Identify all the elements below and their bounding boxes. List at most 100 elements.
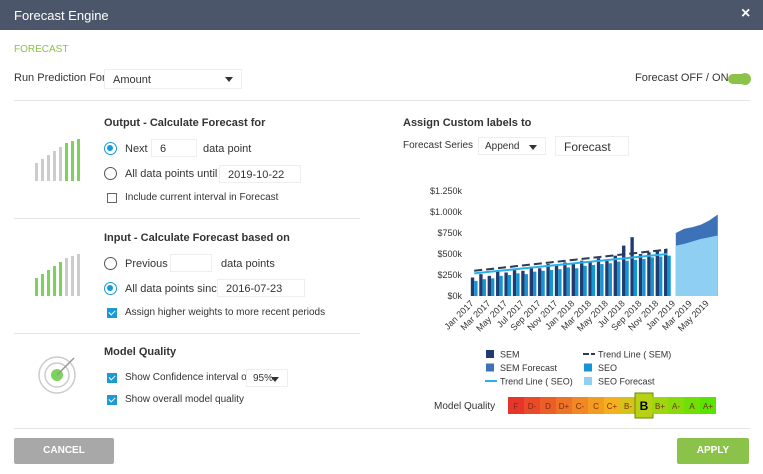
mode-dropdown[interactable]: Append — [478, 137, 546, 155]
bar — [507, 275, 512, 296]
bar — [496, 270, 500, 296]
grade-cell — [540, 397, 556, 414]
unit-label: data points — [221, 258, 275, 270]
output-title: Output - Calculate Forecast for — [104, 117, 266, 129]
checkbox[interactable] — [107, 373, 117, 383]
bar — [541, 270, 545, 296]
radio[interactable] — [104, 167, 117, 180]
y-tick-label: $1.250k — [430, 186, 463, 196]
quality-title: Model Quality — [104, 346, 177, 358]
bar — [558, 269, 562, 296]
grade-label: A- — [672, 402, 680, 411]
custom-labels-title: Assign Custom labels to — [403, 117, 532, 129]
radio[interactable] — [104, 257, 117, 270]
apply-button[interactable]: APPLY — [677, 438, 749, 464]
bar — [580, 260, 584, 296]
toggle-label: Forecast OFF / ON — [635, 72, 729, 84]
bar — [487, 275, 491, 296]
bar — [625, 260, 629, 296]
grade-label: C — [593, 402, 599, 411]
grade-cell — [620, 397, 636, 414]
grade-label: D- — [528, 402, 537, 411]
bar — [633, 259, 638, 296]
dialog-title: Forecast Engine — [14, 8, 109, 23]
grade-label: B+ — [655, 402, 665, 411]
legend-swatch — [486, 363, 494, 372]
bar — [583, 265, 587, 296]
bar — [667, 255, 671, 296]
bar — [630, 237, 634, 296]
grade-cell — [668, 397, 684, 414]
option-label: All data points since — [125, 283, 223, 295]
grade-cell — [684, 397, 700, 414]
bar — [546, 264, 550, 296]
quality-icon — [38, 356, 76, 394]
close-button[interactable]: × — [741, 5, 751, 22]
bar — [554, 265, 559, 296]
bar — [533, 271, 537, 296]
checkbox[interactable] — [107, 193, 117, 203]
bar — [521, 270, 525, 296]
bar — [605, 259, 609, 296]
grade-label: A — [689, 402, 695, 411]
cancel-button[interactable]: CANCEL — [14, 438, 114, 464]
bar — [591, 264, 596, 296]
confidence-dropdown[interactable]: 95% — [246, 369, 288, 387]
bar — [479, 274, 483, 296]
grade-label: F — [514, 402, 519, 411]
number-input[interactable] — [170, 254, 212, 272]
legend-label: SEO — [598, 363, 617, 373]
quality-label: Model Quality — [434, 401, 495, 412]
divider — [14, 100, 750, 101]
bar — [566, 267, 570, 296]
bar — [516, 273, 520, 296]
forecast-area — [675, 235, 718, 296]
toggle[interactable] — [728, 73, 751, 85]
grade-cell — [652, 397, 668, 414]
grade-cell — [556, 397, 572, 414]
bar — [642, 259, 646, 296]
date-input[interactable]: 2019-10-22 — [219, 165, 301, 183]
bar — [563, 262, 567, 296]
y-tick-label: $750k — [437, 228, 462, 238]
y-tick-label: $250k — [437, 270, 462, 280]
series-label: Forecast Series — [403, 140, 474, 151]
bar — [549, 269, 554, 296]
divider — [14, 333, 360, 334]
checkbox[interactable] — [107, 308, 117, 318]
label-input[interactable]: Forecast — [555, 136, 629, 156]
checkbox-label: Show Confidence interval of — [125, 372, 250, 383]
radio[interactable] — [104, 282, 117, 295]
grade-label: B- — [624, 402, 632, 411]
legend-swatch — [584, 377, 592, 385]
date-input[interactable]: 2016-07-23 — [217, 279, 305, 297]
bar — [655, 250, 659, 296]
input-icon — [35, 254, 80, 296]
bar — [491, 278, 495, 296]
bar — [622, 245, 626, 296]
checkbox-label: Include current interval in Forecast — [125, 192, 279, 203]
bar — [664, 248, 668, 296]
divider — [14, 218, 360, 219]
number-input[interactable]: 6 — [151, 139, 197, 157]
grade-label: A+ — [703, 402, 713, 411]
bar — [638, 254, 643, 296]
checkbox-label: Assign higher weights to more recent per… — [125, 307, 326, 318]
checkbox-label: Show overall model quality — [125, 394, 244, 405]
bar — [588, 262, 592, 296]
divider — [14, 428, 750, 429]
y-tick-label: $500k — [437, 249, 462, 259]
grade-label: D — [545, 402, 551, 411]
grade-label: C+ — [607, 402, 618, 411]
option-label: Previous — [125, 258, 168, 270]
bar — [571, 264, 575, 296]
checkbox[interactable] — [107, 395, 117, 405]
bar — [524, 274, 528, 296]
run-dropdown[interactable]: Amount — [104, 69, 242, 89]
bar — [482, 279, 486, 296]
unit-label: data point — [203, 143, 252, 155]
bar — [512, 269, 517, 296]
grade-cell — [700, 397, 716, 414]
radio[interactable] — [104, 142, 117, 155]
